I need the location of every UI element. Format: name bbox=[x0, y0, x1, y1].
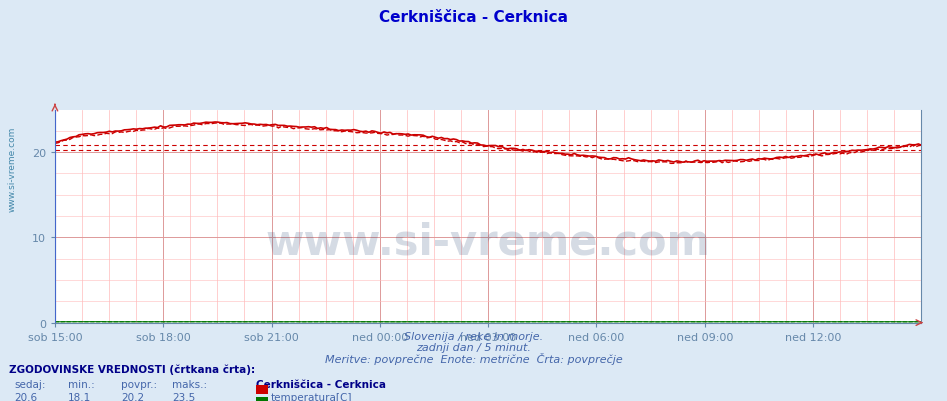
Text: www.si-vreme.com: www.si-vreme.com bbox=[8, 126, 17, 211]
Text: ZGODOVINSKE VREDNOSTI (črtkana črta):: ZGODOVINSKE VREDNOSTI (črtkana črta): bbox=[9, 364, 256, 374]
Text: povpr.:: povpr.: bbox=[121, 379, 157, 389]
Text: 20.6: 20.6 bbox=[14, 392, 37, 401]
Text: sedaj:: sedaj: bbox=[14, 379, 45, 389]
Text: 23.5: 23.5 bbox=[172, 392, 196, 401]
Text: maks.:: maks.: bbox=[172, 379, 207, 389]
Text: temperatura[C]: temperatura[C] bbox=[271, 392, 352, 401]
Text: Cerkniščica - Cerknica: Cerkniščica - Cerknica bbox=[256, 379, 385, 389]
Text: 18.1: 18.1 bbox=[68, 392, 92, 401]
Text: min.:: min.: bbox=[68, 379, 95, 389]
Text: Meritve: povprečne  Enote: metrične  Črta: povprečje: Meritve: povprečne Enote: metrične Črta:… bbox=[325, 352, 622, 365]
Text: zadnji dan / 5 minut.: zadnji dan / 5 minut. bbox=[416, 342, 531, 352]
Text: Slovenija / reke in morje.: Slovenija / reke in morje. bbox=[404, 331, 543, 341]
Text: www.si-vreme.com: www.si-vreme.com bbox=[266, 221, 710, 263]
Text: 20.2: 20.2 bbox=[121, 392, 144, 401]
Text: Cerkniščica - Cerknica: Cerkniščica - Cerknica bbox=[379, 10, 568, 25]
